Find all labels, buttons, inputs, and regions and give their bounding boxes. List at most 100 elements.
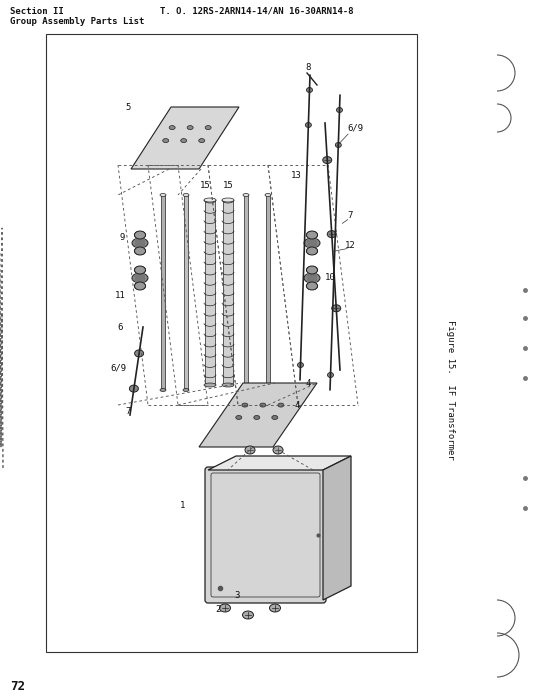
Ellipse shape [242, 403, 248, 407]
Ellipse shape [328, 372, 333, 377]
Text: 72: 72 [10, 680, 25, 693]
Ellipse shape [183, 193, 189, 197]
Ellipse shape [204, 198, 216, 202]
Text: 15: 15 [200, 181, 211, 190]
Ellipse shape [307, 231, 317, 239]
Ellipse shape [134, 232, 146, 239]
Ellipse shape [134, 247, 146, 255]
Text: 6/9: 6/9 [347, 123, 363, 132]
Ellipse shape [222, 383, 234, 387]
Ellipse shape [160, 193, 166, 197]
Ellipse shape [134, 248, 146, 255]
Text: 15: 15 [223, 181, 234, 190]
Bar [135, 270, 145, 286]
Text: 5: 5 [125, 104, 130, 113]
Text: Figure 15.  IF Transformer: Figure 15. IF Transformer [446, 320, 454, 460]
Text: 6: 6 [117, 323, 122, 332]
Ellipse shape [160, 389, 166, 391]
Polygon shape [208, 456, 351, 470]
Ellipse shape [135, 350, 143, 357]
Text: 7: 7 [125, 407, 130, 416]
Bar [307, 235, 317, 251]
Text: 10: 10 [325, 274, 336, 283]
Bar [46, 34, 417, 652]
Text: Section II: Section II [10, 7, 64, 16]
Ellipse shape [187, 125, 193, 130]
Ellipse shape [204, 383, 216, 387]
Ellipse shape [134, 283, 146, 290]
Polygon shape [199, 383, 317, 447]
Polygon shape [323, 456, 351, 600]
Ellipse shape [297, 363, 303, 368]
Ellipse shape [273, 446, 283, 454]
Ellipse shape [323, 157, 332, 164]
Text: 2: 2 [215, 606, 221, 615]
Bar [307, 270, 317, 286]
Ellipse shape [307, 282, 317, 290]
Ellipse shape [270, 604, 280, 612]
Ellipse shape [327, 231, 336, 237]
Ellipse shape [183, 389, 189, 391]
Text: 13: 13 [291, 171, 301, 179]
Ellipse shape [307, 247, 317, 255]
Ellipse shape [222, 198, 234, 202]
Text: 12: 12 [345, 241, 355, 249]
Polygon shape [131, 107, 239, 169]
Ellipse shape [243, 389, 249, 391]
Ellipse shape [243, 611, 253, 619]
FancyBboxPatch shape [205, 467, 326, 603]
Ellipse shape [307, 266, 317, 274]
Ellipse shape [278, 403, 284, 407]
Ellipse shape [254, 416, 260, 419]
Bar [205, 200, 215, 385]
Ellipse shape [132, 238, 148, 248]
Ellipse shape [134, 267, 146, 274]
Text: 11: 11 [114, 290, 125, 300]
Ellipse shape [307, 283, 317, 290]
Ellipse shape [304, 273, 320, 283]
Ellipse shape [205, 125, 211, 130]
Ellipse shape [307, 267, 317, 274]
Ellipse shape [199, 139, 205, 143]
Ellipse shape [337, 108, 343, 113]
Ellipse shape [272, 416, 278, 419]
Text: 6/9: 6/9 [110, 363, 126, 372]
Bar [266, 195, 270, 390]
Ellipse shape [243, 193, 249, 197]
Ellipse shape [260, 403, 266, 407]
Ellipse shape [307, 88, 313, 92]
Text: 8: 8 [306, 64, 311, 73]
Text: 7: 7 [347, 211, 353, 220]
Text: Group Assembly Parts List: Group Assembly Parts List [10, 17, 144, 26]
Text: 4: 4 [306, 379, 311, 388]
Text: 3: 3 [234, 591, 240, 599]
Ellipse shape [132, 273, 148, 283]
Ellipse shape [245, 446, 255, 454]
Bar [184, 195, 188, 390]
Ellipse shape [134, 231, 146, 239]
Ellipse shape [332, 304, 341, 312]
Ellipse shape [335, 143, 342, 148]
Ellipse shape [236, 416, 242, 419]
Text: 1: 1 [180, 500, 186, 510]
Text: T. O. 12RS-2ARN14-14/AN 16-30ARN14-8: T. O. 12RS-2ARN14-14/AN 16-30ARN14-8 [160, 7, 353, 16]
Bar [223, 200, 233, 385]
Text: 9: 9 [119, 234, 125, 242]
Ellipse shape [307, 232, 317, 239]
Bar [244, 195, 248, 390]
Ellipse shape [306, 122, 311, 127]
Ellipse shape [307, 248, 317, 255]
Bar [135, 235, 145, 251]
Ellipse shape [220, 604, 230, 612]
Bar [161, 195, 165, 390]
Ellipse shape [163, 139, 169, 143]
Ellipse shape [304, 238, 320, 248]
Ellipse shape [134, 282, 146, 290]
Ellipse shape [265, 389, 271, 391]
Ellipse shape [134, 266, 146, 274]
Ellipse shape [169, 125, 175, 130]
Ellipse shape [129, 385, 139, 392]
Ellipse shape [181, 139, 187, 143]
Ellipse shape [265, 193, 271, 197]
Text: 4: 4 [294, 400, 300, 410]
